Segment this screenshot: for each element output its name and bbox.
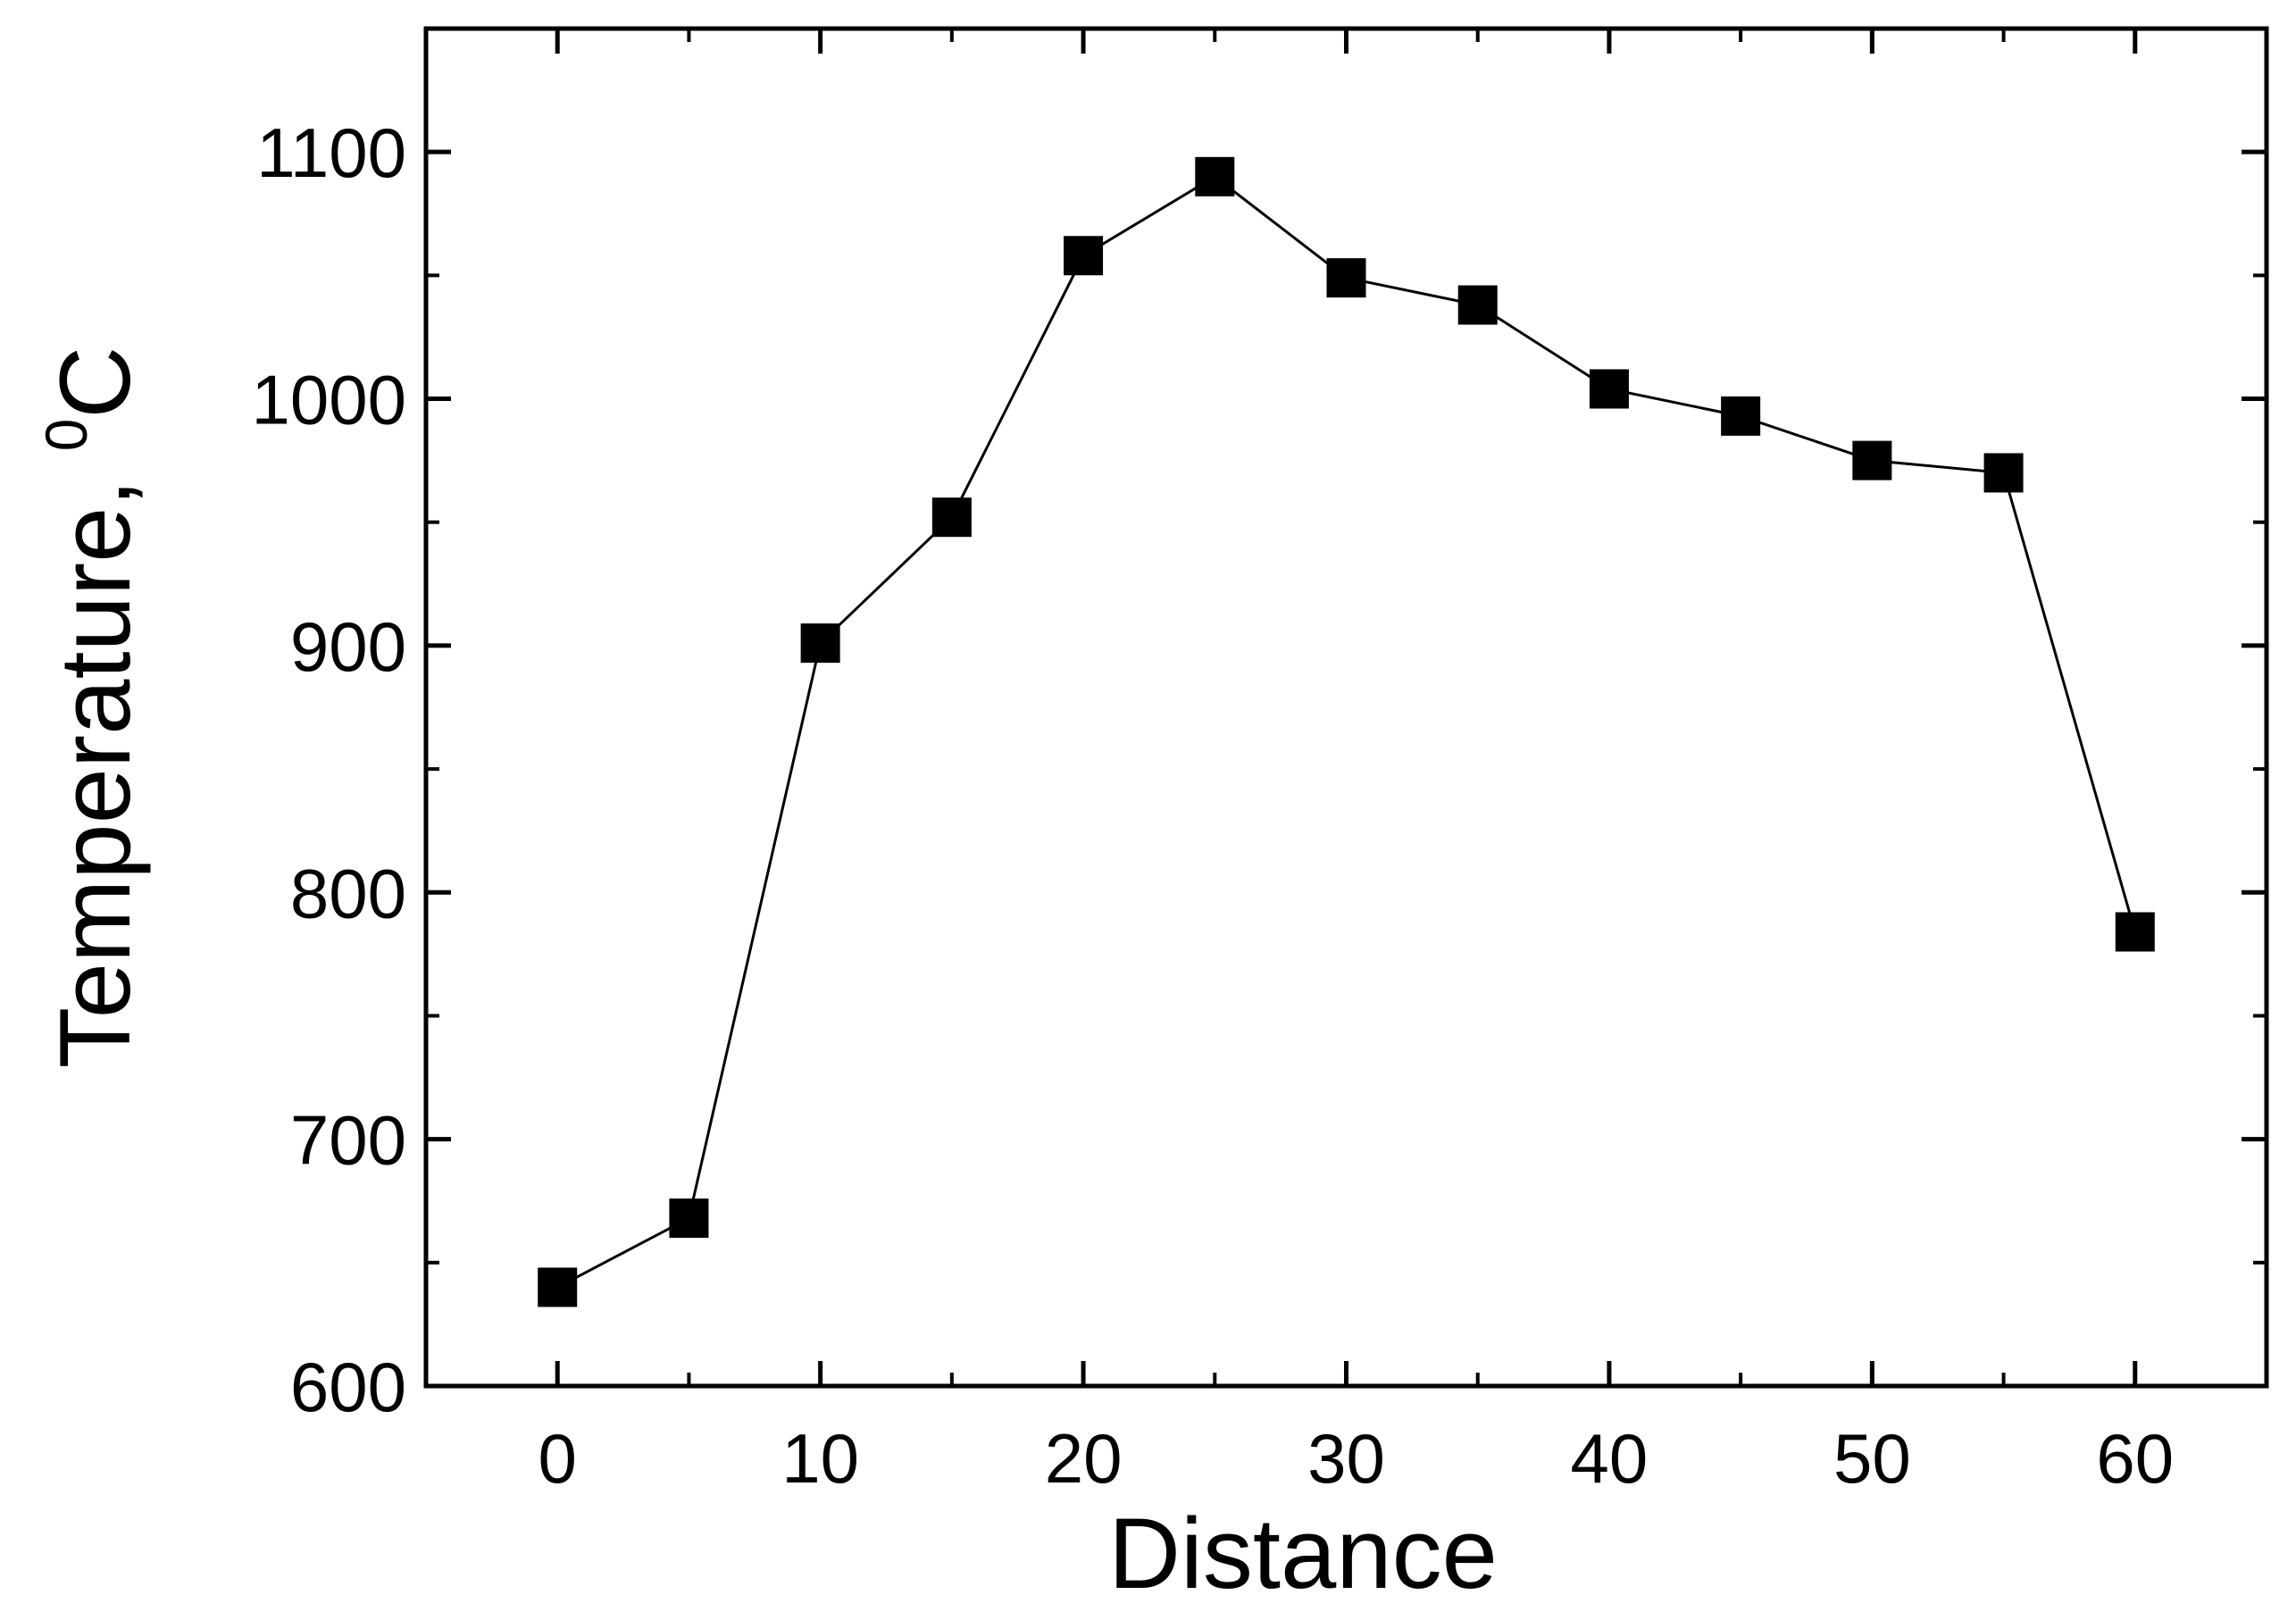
y-tick-label: 600	[290, 1348, 406, 1426]
data-point-marker	[1457, 285, 1498, 325]
x-tick-label: 10	[781, 1419, 859, 1498]
y-axis-title-superscript: 0	[33, 419, 99, 452]
data-markers	[538, 156, 2155, 1307]
y-axis-title-unit: C	[39, 347, 151, 419]
y-axis-title-main: Temperature,	[39, 451, 151, 1068]
series-line	[556, 174, 2137, 1289]
data-point-marker	[1983, 453, 2024, 493]
tick-labels: 0 10 20 30 40 50 60 600 700 800 900 1000 1100	[251, 113, 2174, 1498]
x-tick-label: 50	[1833, 1419, 1911, 1498]
axis-ticks	[426, 29, 2267, 1389]
data-point-marker	[669, 1198, 709, 1239]
data-point-marker	[2115, 912, 2155, 952]
data-point-marker	[538, 1267, 578, 1307]
data-point-marker	[1064, 236, 1104, 276]
data-point-marker	[1326, 258, 1366, 298]
x-tick-label: 20	[1045, 1419, 1123, 1498]
data-point-marker	[1195, 156, 1235, 196]
x-tick-label: 30	[1307, 1419, 1385, 1498]
y-tick-label: 1000	[251, 361, 406, 439]
y-axis-title: Temperature, 0C	[33, 347, 151, 1069]
y-tick-label: 800	[290, 854, 406, 932]
data-point-marker	[931, 497, 972, 538]
x-tick-label: 40	[1571, 1419, 1649, 1498]
y-tick-label: 900	[290, 607, 406, 686]
data-point-marker	[1589, 369, 1629, 409]
data-point-marker	[800, 623, 840, 664]
x-tick-label: 0	[539, 1419, 577, 1498]
x-tick-label: 60	[2096, 1419, 2174, 1498]
plot-frame	[423, 26, 2269, 1389]
x-axis-title: Distance	[1108, 1498, 1498, 1609]
y-tick-label: 1100	[256, 113, 406, 192]
data-point-marker	[1852, 440, 1892, 480]
data-point-marker	[1721, 396, 1761, 436]
y-tick-label: 700	[290, 1101, 406, 1180]
